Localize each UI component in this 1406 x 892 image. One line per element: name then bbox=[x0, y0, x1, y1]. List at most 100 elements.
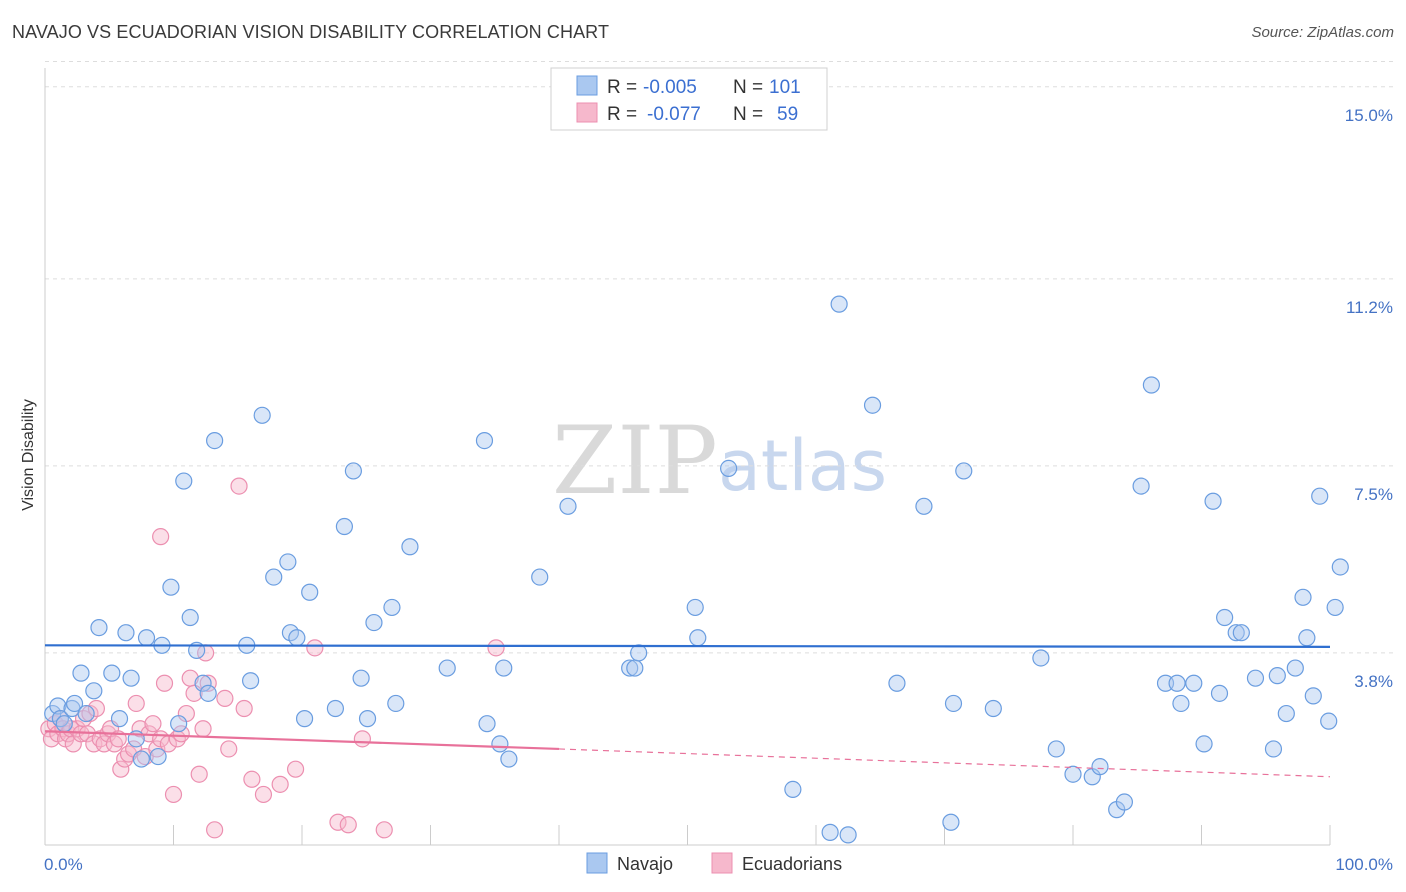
y-tick-label-3: 15.0% bbox=[1345, 106, 1393, 125]
navajo-point-59 bbox=[784, 780, 802, 798]
ecuadorians-point-56 bbox=[339, 816, 357, 834]
navajo-point-55 bbox=[630, 644, 648, 662]
navajo-point-61 bbox=[830, 295, 848, 313]
ecuadorians-point-53 bbox=[286, 760, 305, 778]
navajo-point-37 bbox=[335, 517, 354, 536]
ecuadorians-point-46 bbox=[216, 689, 234, 708]
navajo-point-31 bbox=[279, 553, 297, 571]
navajo-point-64 bbox=[888, 674, 906, 692]
navajo-point-16 bbox=[137, 629, 156, 647]
ecuadorians-point-44 bbox=[199, 674, 217, 692]
ecuadorians-trend-line bbox=[44, 730, 560, 751]
correlation-legend: R = -0.005 N = 101 R = -0.077 N = 59 bbox=[550, 67, 828, 131]
navajo-point-71 bbox=[1047, 740, 1065, 758]
legend-n-label-navajo: N = bbox=[733, 77, 763, 98]
watermark-zip: ZIP bbox=[552, 407, 718, 516]
navajo-point-24 bbox=[194, 674, 212, 692]
navajo-point-77 bbox=[1132, 477, 1150, 495]
navajo-point-76 bbox=[1115, 793, 1134, 811]
bottom-legend-swatch-navajo bbox=[586, 852, 608, 874]
navajo-point-3 bbox=[55, 715, 73, 733]
navajo-point-62 bbox=[839, 826, 857, 844]
navajo-point-48 bbox=[491, 735, 509, 753]
ecuadorians-point-27 bbox=[127, 694, 145, 713]
legend-swatch-ecuador bbox=[576, 102, 598, 123]
navajo-point-89 bbox=[1246, 669, 1265, 687]
navajo-point-84 bbox=[1204, 492, 1222, 510]
navajo-point-86 bbox=[1216, 608, 1234, 627]
navajo-point-43 bbox=[387, 694, 405, 713]
navajo-point-19 bbox=[162, 578, 180, 596]
ecuadorians-point-54 bbox=[306, 639, 324, 657]
navajo-point-68 bbox=[955, 462, 973, 480]
navajo-point-69 bbox=[984, 699, 1002, 718]
ecuadorians-point-57 bbox=[353, 730, 371, 748]
navajo-point-30 bbox=[265, 568, 283, 586]
series-legend: Navajo Ecuadorians bbox=[586, 852, 842, 874]
navajo-point-44 bbox=[401, 538, 419, 556]
x-tick-label-0: 0.0% bbox=[44, 855, 83, 874]
navajo-point-87 bbox=[1227, 624, 1245, 642]
ecuadorians-point-48 bbox=[230, 477, 248, 495]
ecuadorians-point-47 bbox=[220, 740, 238, 758]
navajo-point-29 bbox=[253, 406, 271, 424]
y-tick-label-1: 7.5% bbox=[1354, 485, 1393, 504]
navajo-point-41 bbox=[365, 613, 383, 632]
navajo-point-33 bbox=[288, 629, 306, 647]
navajo-point-58 bbox=[720, 459, 738, 478]
navajo-point-42 bbox=[383, 598, 401, 617]
navajo-point-91 bbox=[1268, 667, 1286, 685]
trend-lines bbox=[44, 644, 1331, 778]
ecuadorians-point-16 bbox=[87, 699, 106, 718]
ecuadorians-trend-extension bbox=[558, 748, 1331, 778]
navajo-point-17 bbox=[149, 747, 167, 766]
navajo-point-54 bbox=[626, 659, 644, 677]
bottom-legend-navajo: Navajo bbox=[617, 854, 673, 874]
navajo-point-38 bbox=[344, 462, 362, 480]
navajo-point-46 bbox=[475, 432, 494, 450]
navajo-point-65 bbox=[915, 497, 933, 515]
navajo-point-40 bbox=[358, 710, 377, 728]
navajo-point-93 bbox=[1286, 659, 1304, 677]
navajo-point-20 bbox=[170, 715, 188, 733]
ecuadorians-point-42 bbox=[190, 765, 208, 783]
navajo-point-8 bbox=[85, 682, 103, 700]
y-tick-labels: 3.8% 7.5% 11.2% 15.0% bbox=[1345, 106, 1393, 691]
navajo-point-51 bbox=[531, 568, 549, 586]
y-tick-label-2: 11.2% bbox=[1346, 298, 1393, 317]
navajo-point-5 bbox=[65, 694, 84, 713]
navajo-point-92 bbox=[1277, 704, 1295, 723]
ecuadorians-point-28 bbox=[131, 720, 149, 738]
legend-r-value-navajo: -0.005 bbox=[643, 77, 697, 98]
navajo-point-12 bbox=[117, 624, 135, 642]
navajo-point-9 bbox=[90, 619, 108, 637]
navajo-point-57 bbox=[689, 629, 707, 647]
grid-lines bbox=[45, 60, 1393, 654]
ecuadorians-point-43 bbox=[194, 720, 212, 738]
chart-title: NAVAJO VS ECUADORIAN VISION DISABILITY C… bbox=[12, 22, 610, 42]
x-tick-label-1: 100.0% bbox=[1335, 855, 1393, 874]
navajo-point-13 bbox=[122, 669, 140, 687]
navajo-point-47 bbox=[478, 715, 496, 733]
navajo-point-10 bbox=[103, 664, 121, 682]
ecuadorians-point-23 bbox=[112, 760, 130, 778]
navajo-point-6 bbox=[72, 664, 90, 682]
navajo-point-74 bbox=[1091, 758, 1109, 776]
navajo-points bbox=[44, 295, 1349, 844]
navajo-point-11 bbox=[110, 710, 129, 728]
navajo-point-52 bbox=[559, 497, 577, 515]
navajo-point-7 bbox=[77, 704, 95, 723]
ecuadorians-point-25 bbox=[119, 745, 138, 763]
navajo-trend-line bbox=[44, 644, 1331, 648]
navajo-point-26 bbox=[206, 432, 224, 450]
navajo-point-35 bbox=[301, 583, 319, 601]
navajo-point-98 bbox=[1320, 712, 1338, 730]
ecuadorians-point-51 bbox=[254, 785, 273, 804]
navajo-point-72 bbox=[1064, 765, 1082, 783]
ecuadorians-point-31 bbox=[144, 715, 162, 733]
bottom-legend-ecuadorians: Ecuadorians bbox=[742, 854, 842, 874]
navajo-point-96 bbox=[1304, 687, 1322, 705]
ecuadorians-point-59 bbox=[487, 639, 505, 657]
ecuadorians-point-60 bbox=[152, 528, 170, 546]
